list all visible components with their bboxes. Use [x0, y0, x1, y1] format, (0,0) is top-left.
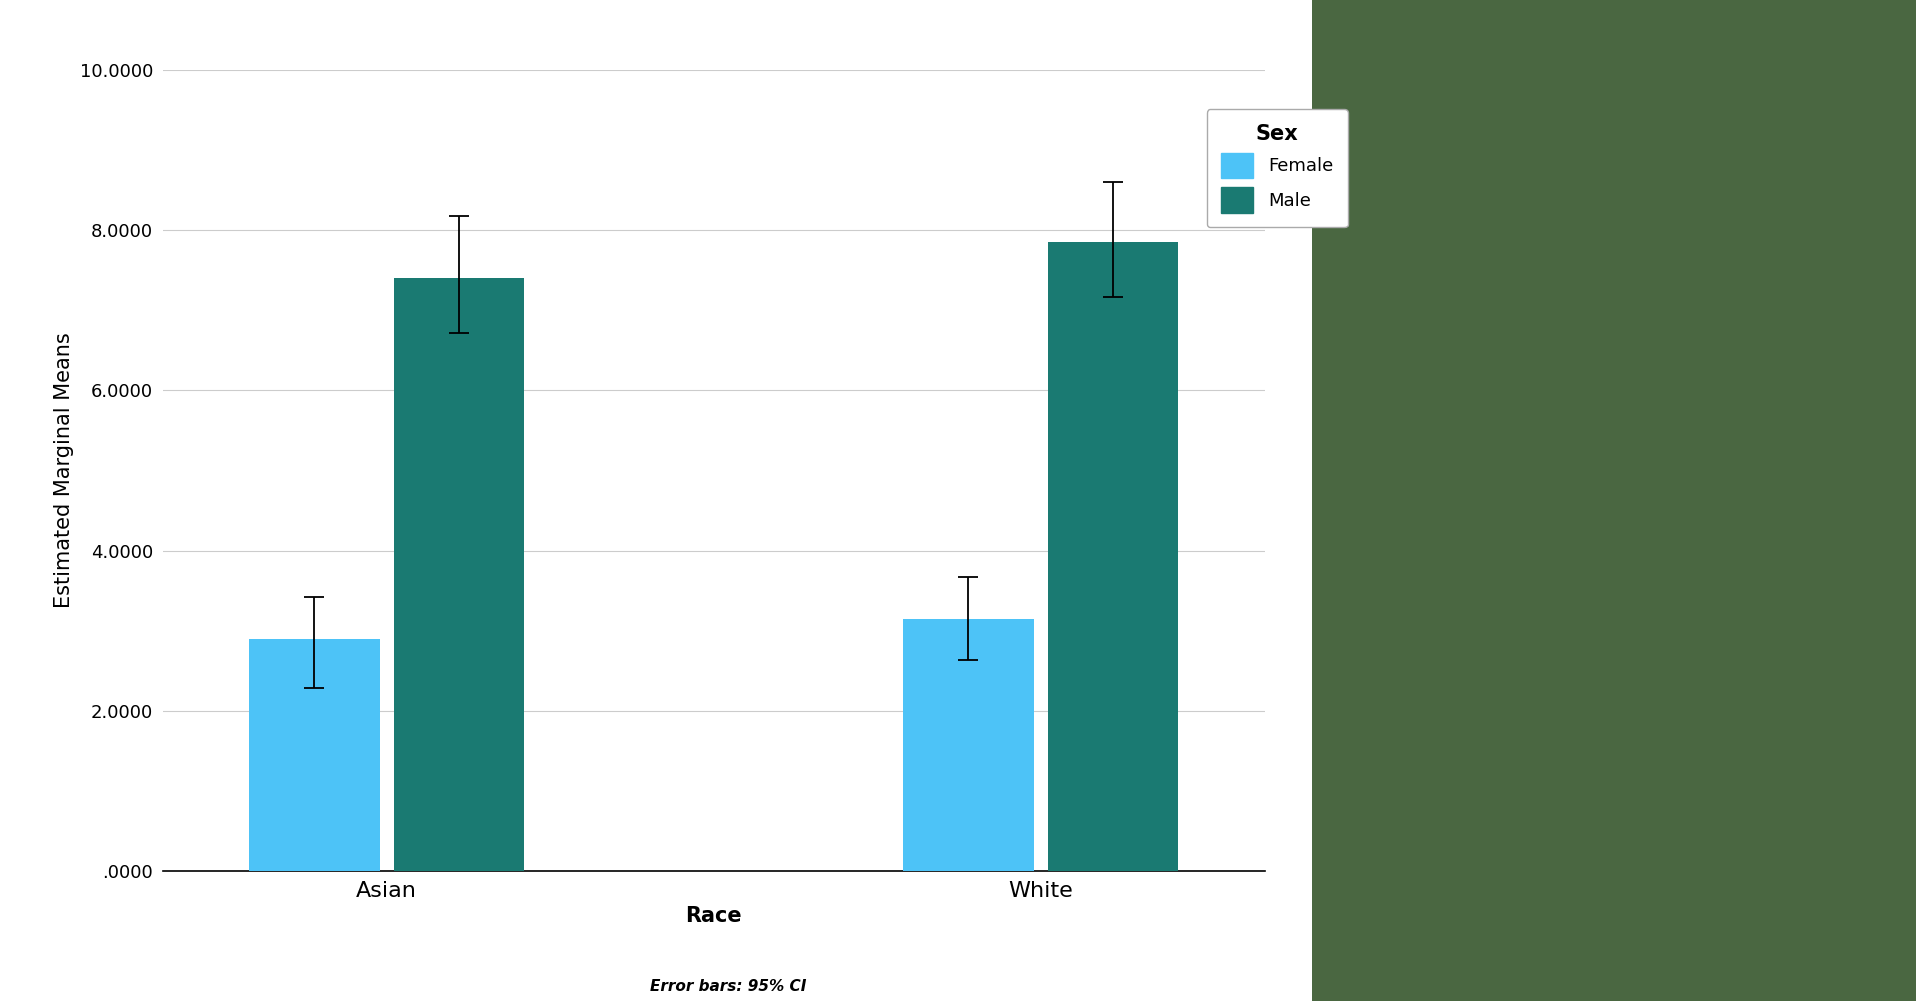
Text: Error bars: 95% CI: Error bars: 95% CI: [650, 979, 807, 994]
Bar: [249, 639, 379, 871]
Bar: [393, 278, 525, 871]
Y-axis label: Estimated Marginal Means: Estimated Marginal Means: [54, 332, 75, 609]
X-axis label: Race: Race: [686, 906, 741, 926]
Bar: [1048, 242, 1178, 871]
Bar: [902, 619, 1035, 871]
Legend: Female, Male: Female, Male: [1207, 109, 1347, 227]
